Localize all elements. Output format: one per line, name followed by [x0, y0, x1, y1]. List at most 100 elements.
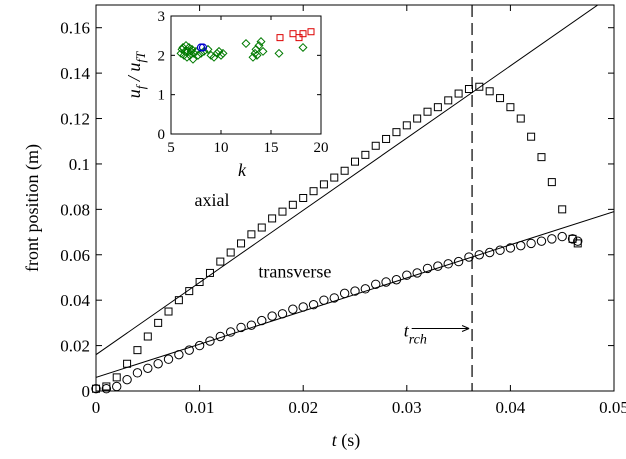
axial-point	[299, 194, 308, 202]
axial-point	[496, 94, 505, 103]
axial-point	[537, 153, 546, 162]
inset-y-sub-f: f	[133, 83, 148, 89]
inset-diamond-point	[252, 50, 262, 60]
y-tick-label: 0.12	[60, 110, 90, 129]
y-tick-label: 0.14	[60, 64, 90, 83]
inset-diamond-point	[218, 48, 228, 58]
axial-point	[133, 346, 142, 355]
transverse-point	[547, 234, 557, 244]
transverse-point	[143, 363, 153, 373]
axial-point	[413, 114, 422, 123]
axial-point	[454, 89, 463, 98]
x-tick-label: 0	[92, 398, 101, 417]
axial-point	[475, 82, 484, 91]
inset-y-tick-label: 0	[158, 127, 166, 143]
transverse-point	[433, 261, 443, 271]
axial-point	[516, 114, 525, 123]
axial-point	[340, 166, 349, 175]
inset-y-tick-label: 3	[158, 9, 166, 25]
inset-diamond-point	[182, 52, 192, 62]
transverse-point	[557, 231, 567, 242]
axial-point	[547, 178, 556, 187]
axial-point	[319, 180, 328, 189]
inset-diamond-point	[214, 46, 224, 56]
transverse-point	[194, 340, 205, 351]
axial-point	[205, 268, 214, 277]
inset-series-square	[276, 28, 315, 42]
transverse-point	[174, 349, 184, 360]
main-fit-lines	[96, 5, 614, 378]
transverse-point	[184, 345, 194, 355]
transverse-point	[516, 240, 526, 251]
inset-plot-frame	[170, 15, 322, 135]
transverse-point	[339, 288, 350, 299]
axial-point	[164, 307, 173, 316]
transverse-point	[381, 277, 391, 287]
inset-ticks: 5 10 15 20 0 1 2 3	[158, 9, 329, 156]
inset-square-point	[289, 30, 297, 38]
inset-square-point	[299, 30, 307, 38]
x-axis-label-unit: (s)	[337, 430, 361, 451]
transverse-point	[464, 252, 474, 262]
axial-point	[402, 121, 411, 130]
transverse-point	[329, 293, 339, 303]
inset-circle-point	[198, 43, 208, 52]
inset-series-circle	[196, 43, 208, 52]
inset-diamond-point	[203, 44, 213, 54]
axial-point	[174, 296, 183, 305]
axial-point	[568, 234, 577, 243]
transverse-point	[112, 381, 122, 392]
y-tick-label: 0.16	[60, 19, 90, 38]
axial-point	[361, 150, 370, 159]
axial-point	[268, 214, 277, 223]
axial-point	[226, 248, 235, 257]
transverse-point	[573, 236, 583, 246]
axial-point	[444, 96, 453, 105]
inset-diamond-point	[188, 54, 198, 64]
inset-square-point	[307, 28, 315, 36]
x-tick-label: 0.04	[496, 398, 526, 417]
series-transverse	[91, 231, 583, 394]
x-tick-label: 0.05	[599, 398, 626, 417]
transverse-point	[246, 320, 257, 330]
transverse-point	[360, 284, 371, 294]
y-tick-label: 0	[82, 382, 91, 401]
series-axial	[92, 82, 582, 393]
transverse-point	[298, 302, 308, 312]
transverse-point	[122, 374, 132, 385]
transverse-point	[526, 238, 536, 249]
inset-y-u: u	[124, 89, 144, 98]
inset-y-sub-fT: fT	[133, 51, 148, 63]
inset-diamond-point	[212, 48, 222, 58]
axial-point	[154, 318, 163, 327]
x-tick-label: 0.01	[185, 398, 215, 417]
transverse-point	[205, 336, 215, 346]
inset-x-tick-label: 5	[167, 140, 175, 156]
axial-point	[257, 223, 266, 232]
transverse-point	[402, 270, 412, 280]
y-tick-label: 0.04	[60, 291, 90, 310]
x-axis-label: t (s)	[332, 430, 361, 451]
inset-data-marks	[176, 28, 315, 64]
inset-diamond-point	[178, 42, 188, 52]
axial-point	[278, 207, 287, 216]
transverse-point	[391, 275, 402, 285]
y-tick-label: 0.02	[60, 337, 90, 356]
axial-point	[309, 187, 318, 196]
inset-diamond-point	[298, 42, 308, 52]
axial-point	[330, 173, 339, 182]
inset-x-tick-label: 15	[264, 140, 279, 156]
axial-point	[392, 128, 401, 137]
axial-point	[143, 332, 152, 341]
x-tick-label: 0.02	[288, 398, 318, 417]
transverse-point	[101, 384, 112, 394]
axial-point	[112, 373, 121, 382]
transverse-point	[453, 256, 464, 267]
inset-chart: 5 10 15 20 0 1 2 3 k uf / ufT	[124, 9, 329, 180]
inset-diamond-point	[274, 48, 284, 58]
axial-point	[195, 278, 204, 287]
t-rch-sub: rch	[409, 333, 427, 348]
main-ticks: 0 0.01 0.02 0.03 0.04 0.05 0 0.02 0.04 0.06 0.08 0.…	[60, 5, 626, 417]
